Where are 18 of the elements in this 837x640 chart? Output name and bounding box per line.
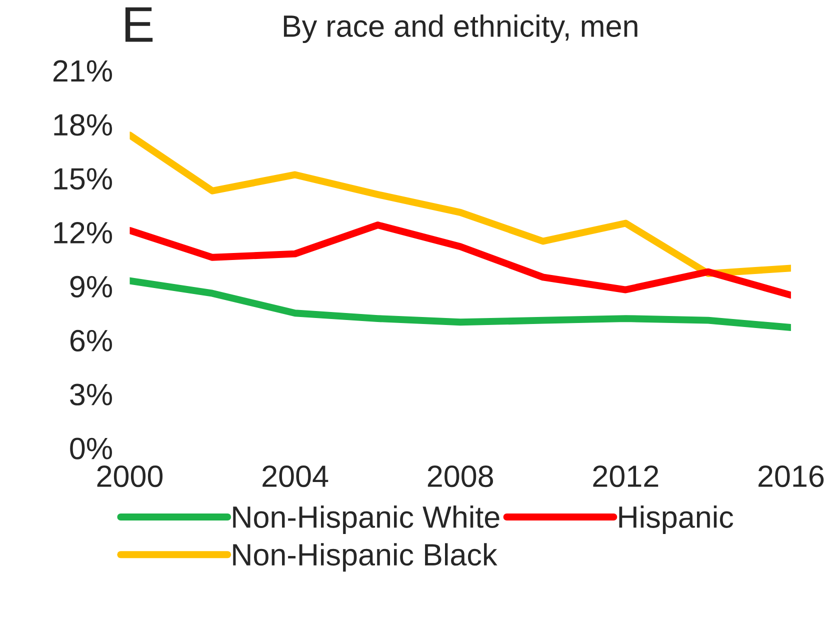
legend-label: Non-Hispanic White — [233, 506, 500, 534]
legend-label: Non-Hispanic Black — [233, 543, 498, 572]
y-tick-label: 15% — [54, 168, 112, 190]
x-tick-label: 2012 — [593, 465, 658, 488]
y-tick-label: 0% — [70, 438, 112, 460]
y-tick-label: 21% — [53, 60, 112, 82]
x-tick-label: 2008 — [428, 465, 494, 488]
y-tick-label: 12% — [54, 222, 112, 244]
y-tick-label: 6% — [70, 330, 112, 352]
x-tick-label: 2000 — [97, 465, 163, 488]
text: E — [125, 7, 153, 42]
y-tick-label: 18% — [54, 114, 112, 136]
x-tick-label: 2004 — [262, 465, 328, 488]
chart-title: By race and ethnicity, men — [284, 14, 638, 44]
x-tick-label: 2016 — [758, 465, 824, 488]
y-tick-label: 3% — [70, 384, 112, 406]
y-tick-label: 9% — [70, 276, 112, 298]
legend-label: Hispanic — [619, 506, 734, 534]
